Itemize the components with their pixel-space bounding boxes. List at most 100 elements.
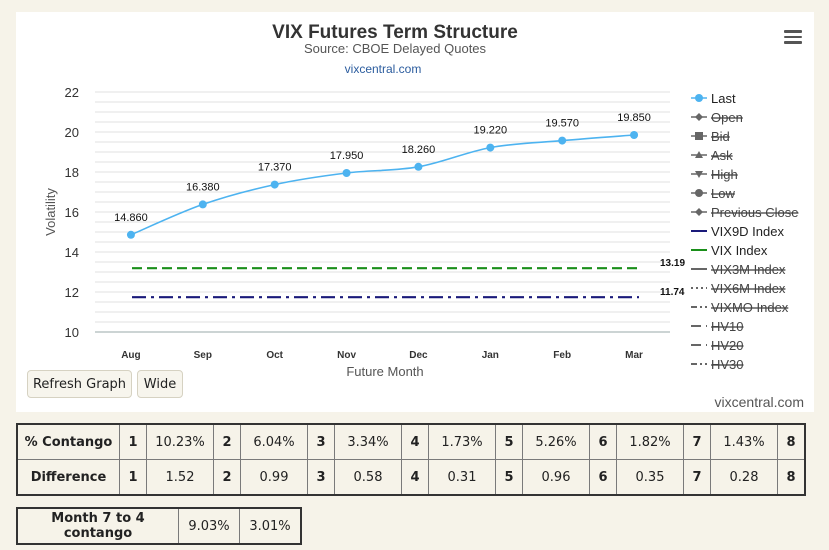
wide-button[interactable]: Wide xyxy=(137,370,183,398)
legend-marker xyxy=(695,151,703,158)
chart-panel: VIX Futures Term Structure Source: CBOE D… xyxy=(16,12,814,412)
legend-item-last: Last xyxy=(711,91,736,106)
value-cell: 0.58 xyxy=(334,459,402,496)
x-axis-title: Future Month xyxy=(346,364,423,379)
chart-title: VIX Futures Term Structure xyxy=(272,22,518,43)
legend-marker xyxy=(695,132,703,140)
value-cell: 1.82% xyxy=(616,423,684,460)
legend-item-vix-index: VIX Index xyxy=(711,243,768,258)
y-tick-label: 14 xyxy=(65,245,79,260)
month-index-cell: 6 xyxy=(589,423,617,460)
legend-item-low: Low xyxy=(711,186,735,201)
x-tick-label: Sep xyxy=(194,350,212,361)
y-tick-label: 10 xyxy=(65,325,79,340)
data-label: 16.380 xyxy=(186,181,220,193)
legend-marker xyxy=(695,189,703,197)
value-cell: 9.03% xyxy=(178,507,240,545)
month-index-cell: 2 xyxy=(213,423,241,460)
legend-marker xyxy=(695,113,703,121)
month-index-cell: 1 xyxy=(119,459,147,496)
legend-item-hv20: HV20 xyxy=(711,338,744,353)
y-axis-title: Volatility xyxy=(43,188,58,236)
value-cell: 3.01% xyxy=(239,507,302,545)
month-contango-table: Month 7 to 4 contango 9.03% 3.01% xyxy=(16,507,302,545)
legend-item-hv30: HV30 xyxy=(711,357,744,372)
legend-item-vix9d-index: VIX9D Index xyxy=(711,224,784,239)
month-index-cell: 5 xyxy=(495,423,523,460)
month-index-cell: 4 xyxy=(401,423,429,460)
month-index-cell: 7 xyxy=(683,459,711,496)
data-label: 17.370 xyxy=(258,162,292,174)
legend-item-ask: Ask xyxy=(711,148,733,163)
month-index-cell: 6 xyxy=(589,459,617,496)
x-tick-label: Dec xyxy=(409,350,428,361)
data-point xyxy=(270,180,279,189)
y-tick-label: 20 xyxy=(65,125,79,140)
row-label: % Contango xyxy=(16,423,120,460)
legend-item-previous-close: Previous Close xyxy=(711,205,798,220)
vixcentral-link: vixcentral.com xyxy=(345,62,422,76)
legend-marker xyxy=(695,171,703,178)
value-cell: 10.23% xyxy=(146,423,214,460)
data-label: 17.950 xyxy=(330,150,364,162)
refresh-graph-button[interactable]: Refresh Graph xyxy=(27,370,132,398)
month-index-cell: 7 xyxy=(683,423,711,460)
month-index-cell: 4 xyxy=(401,459,429,496)
y-tick-label: 16 xyxy=(65,205,79,220)
data-label: 19.220 xyxy=(473,125,507,137)
value-cell: 3.34% xyxy=(334,423,402,460)
month-index-cell: 5 xyxy=(495,459,523,496)
month-index-cell: 1 xyxy=(119,423,147,460)
data-label: 19.850 xyxy=(617,112,651,124)
table-row: Month 7 to 4 contango 9.03% 3.01% xyxy=(16,507,302,545)
value-cell: 1.52 xyxy=(146,459,214,496)
y-tick-label: 12 xyxy=(65,285,79,300)
value-cell: 0.96 xyxy=(522,459,590,496)
value-cell: 0.99 xyxy=(240,459,308,496)
data-point xyxy=(558,136,567,145)
value-cell: 1.43% xyxy=(710,423,778,460)
x-tick-label: Feb xyxy=(553,350,571,361)
y-tick-label: 22 xyxy=(65,85,79,100)
legend-item-vix6m-index: VIX6M Index xyxy=(711,281,786,296)
legend-item-hv10: HV10 xyxy=(711,319,744,334)
data-point xyxy=(414,162,423,171)
value-cell: 0.35 xyxy=(616,459,684,496)
x-tick-label: Aug xyxy=(121,350,140,361)
series-line-last xyxy=(130,134,635,236)
data-point xyxy=(486,143,495,152)
data-point xyxy=(342,169,351,177)
value-cell: 1.73% xyxy=(428,423,496,460)
value-cell: 5.26% xyxy=(522,423,590,460)
x-tick-label: Jan xyxy=(482,350,499,361)
data-label: 19.570 xyxy=(545,118,579,130)
contango-table: % Contango 1 10.23% 2 6.04% 3 3.34% 4 1.73% 5 5.26… xyxy=(16,423,806,496)
month-index-cell: 8 xyxy=(777,423,806,460)
legend-item-vixmo-index: VIXMO Index xyxy=(711,300,789,315)
chart-subtitle: Source: CBOE Delayed Quotes xyxy=(304,41,487,56)
table-row: % Contango 1 10.23% 2 6.04% 3 3.34% 4 1.73% 5 5.26… xyxy=(16,423,806,460)
legend-item-high: High xyxy=(711,167,738,182)
legend-item-bid: Bid xyxy=(711,129,730,144)
month-contango-label: Month 7 to 4 contango xyxy=(16,507,179,545)
row-label: Difference xyxy=(16,459,120,496)
menu-icon[interactable] xyxy=(784,30,802,44)
x-tick-label: Nov xyxy=(337,350,356,361)
legend-marker xyxy=(695,208,703,216)
value-cell: 0.31 xyxy=(428,459,496,496)
y-tick-label: 18 xyxy=(65,165,79,180)
month-index-cell: 2 xyxy=(213,459,241,496)
legend-marker xyxy=(695,94,703,102)
data-label: 18.260 xyxy=(402,144,436,156)
index-value-label: 13.19 xyxy=(660,258,685,269)
table-row: Difference 1 1.52 2 0.99 3 0.58 4 0.31 5 0.96 6 0.35… xyxy=(16,459,806,496)
data-point xyxy=(198,200,207,209)
legend-item-vix3m-index: VIX3M Index xyxy=(711,262,786,277)
value-cell: 0.28 xyxy=(710,459,778,496)
data-point xyxy=(630,131,639,139)
x-tick-label: Oct xyxy=(266,350,283,361)
month-index-cell: 3 xyxy=(307,459,335,496)
month-index-cell: 3 xyxy=(307,423,335,460)
x-tick-label: Mar xyxy=(625,350,643,361)
